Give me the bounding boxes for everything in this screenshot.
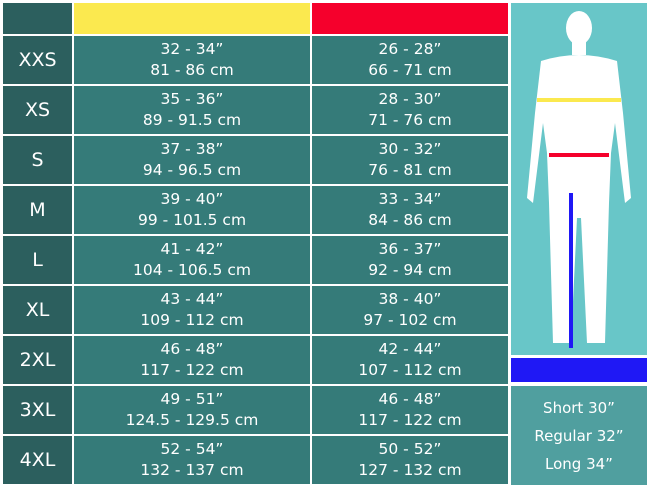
chest-cm: 94 - 96.5 cm xyxy=(142,161,242,179)
chest-cell: 46 - 48” 117 - 122 cm xyxy=(74,336,310,384)
size-label: L xyxy=(3,236,72,284)
size-label: 2XL xyxy=(3,336,72,384)
waist-cell: 28 - 30” 71 - 76 cm xyxy=(312,86,508,134)
waist-inches: 26 - 28” xyxy=(378,40,442,58)
chest-cell: 35 - 36” 89 - 91.5 cm xyxy=(74,86,310,134)
chest-cell: 39 - 40” 99 - 101.5 cm xyxy=(74,186,310,234)
waist-header xyxy=(312,3,508,34)
waist-cm: 107 - 112 cm xyxy=(358,361,462,379)
waist-cell: 38 - 40” 97 - 102 cm xyxy=(312,286,508,334)
chest-cell: 49 - 51” 124.5 - 129.5 cm xyxy=(74,386,310,434)
waist-cm: 92 - 94 cm xyxy=(368,261,452,279)
chest-cm: 89 - 91.5 cm xyxy=(142,111,242,129)
chest-inches: 43 - 44” xyxy=(160,290,224,308)
waist-cm: 97 - 102 cm xyxy=(363,311,457,329)
chest-cm: 81 - 86 cm xyxy=(150,61,234,79)
chest-cell: 41 - 42” 104 - 106.5 cm xyxy=(74,236,310,284)
waist-cm: 127 - 132 cm xyxy=(358,461,462,479)
chest-inches: 41 - 42” xyxy=(160,240,224,258)
chest-cm: 124.5 - 129.5 cm xyxy=(125,411,259,429)
chest-inches: 52 - 54” xyxy=(160,440,224,458)
size-label: S xyxy=(3,136,72,184)
chest-cm: 104 - 106.5 cm xyxy=(133,261,251,279)
waist-cm: 84 - 86 cm xyxy=(368,211,452,229)
inseam-color-bar xyxy=(511,358,647,382)
chest-cell: 52 - 54” 132 - 137 cm xyxy=(74,436,310,484)
size-label: 3XL xyxy=(3,386,72,434)
chest-inches: 46 - 48” xyxy=(160,340,224,358)
chest-cm: 109 - 112 cm xyxy=(140,311,244,329)
waist-cell: 42 - 44” 107 - 112 cm xyxy=(312,336,508,384)
waist-cell: 26 - 28” 66 - 71 cm xyxy=(312,36,508,84)
waist-cm: 117 - 122 cm xyxy=(358,411,462,429)
waist-cm: 71 - 76 cm xyxy=(368,111,452,129)
chest-inches: 39 - 40” xyxy=(160,190,224,208)
chest-inches: 37 - 38” xyxy=(160,140,224,158)
waist-inches: 28 - 30” xyxy=(378,90,442,108)
waist-cell: 46 - 48” 117 - 122 cm xyxy=(312,386,508,434)
size-label: XXS xyxy=(3,36,72,84)
size-label: XL xyxy=(3,286,72,334)
chest-cm: 117 - 122 cm xyxy=(140,361,244,379)
size-label: 4XL xyxy=(3,436,72,484)
inseam-short: Short 30” xyxy=(543,398,615,417)
chest-cell: 37 - 38” 94 - 96.5 cm xyxy=(74,136,310,184)
waist-cell: 30 - 32” 76 - 81 cm xyxy=(312,136,508,184)
chest-inches: 35 - 36” xyxy=(160,90,224,108)
inseam-regular: Regular 32” xyxy=(534,426,624,445)
chest-cell: 32 - 34” 81 - 86 cm xyxy=(74,36,310,84)
waist-inches: 30 - 32” xyxy=(378,140,442,158)
body-figure-panel xyxy=(511,3,647,355)
inseam-long: Long 34” xyxy=(545,454,613,473)
chest-inches: 32 - 34” xyxy=(160,40,224,58)
chest-cm: 132 - 137 cm xyxy=(140,461,244,479)
waist-inches: 38 - 40” xyxy=(378,290,442,308)
waist-cell: 50 - 52” 127 - 132 cm xyxy=(312,436,508,484)
waist-inches: 46 - 48” xyxy=(378,390,442,408)
chest-cm: 99 - 101.5 cm xyxy=(137,211,247,229)
header-blank xyxy=(3,3,72,34)
waist-cell: 33 - 34” 84 - 86 cm xyxy=(312,186,508,234)
size-label: XS xyxy=(3,86,72,134)
chest-cell: 43 - 44” 109 - 112 cm xyxy=(74,286,310,334)
waist-cell: 36 - 37” 92 - 94 cm xyxy=(312,236,508,284)
waist-inches: 33 - 34” xyxy=(378,190,442,208)
waist-inches: 36 - 37” xyxy=(378,240,442,258)
chest-inches: 49 - 51” xyxy=(160,390,224,408)
inseam-lengths: Short 30” Regular 32” Long 34” xyxy=(511,386,647,485)
body-figure-icon xyxy=(527,11,631,348)
waist-cm: 66 - 71 cm xyxy=(368,61,452,79)
chest-header xyxy=(74,3,310,34)
size-label: M xyxy=(3,186,72,234)
waist-inches: 50 - 52” xyxy=(378,440,442,458)
waist-cm: 76 - 81 cm xyxy=(368,161,452,179)
waist-inches: 42 - 44” xyxy=(378,340,442,358)
